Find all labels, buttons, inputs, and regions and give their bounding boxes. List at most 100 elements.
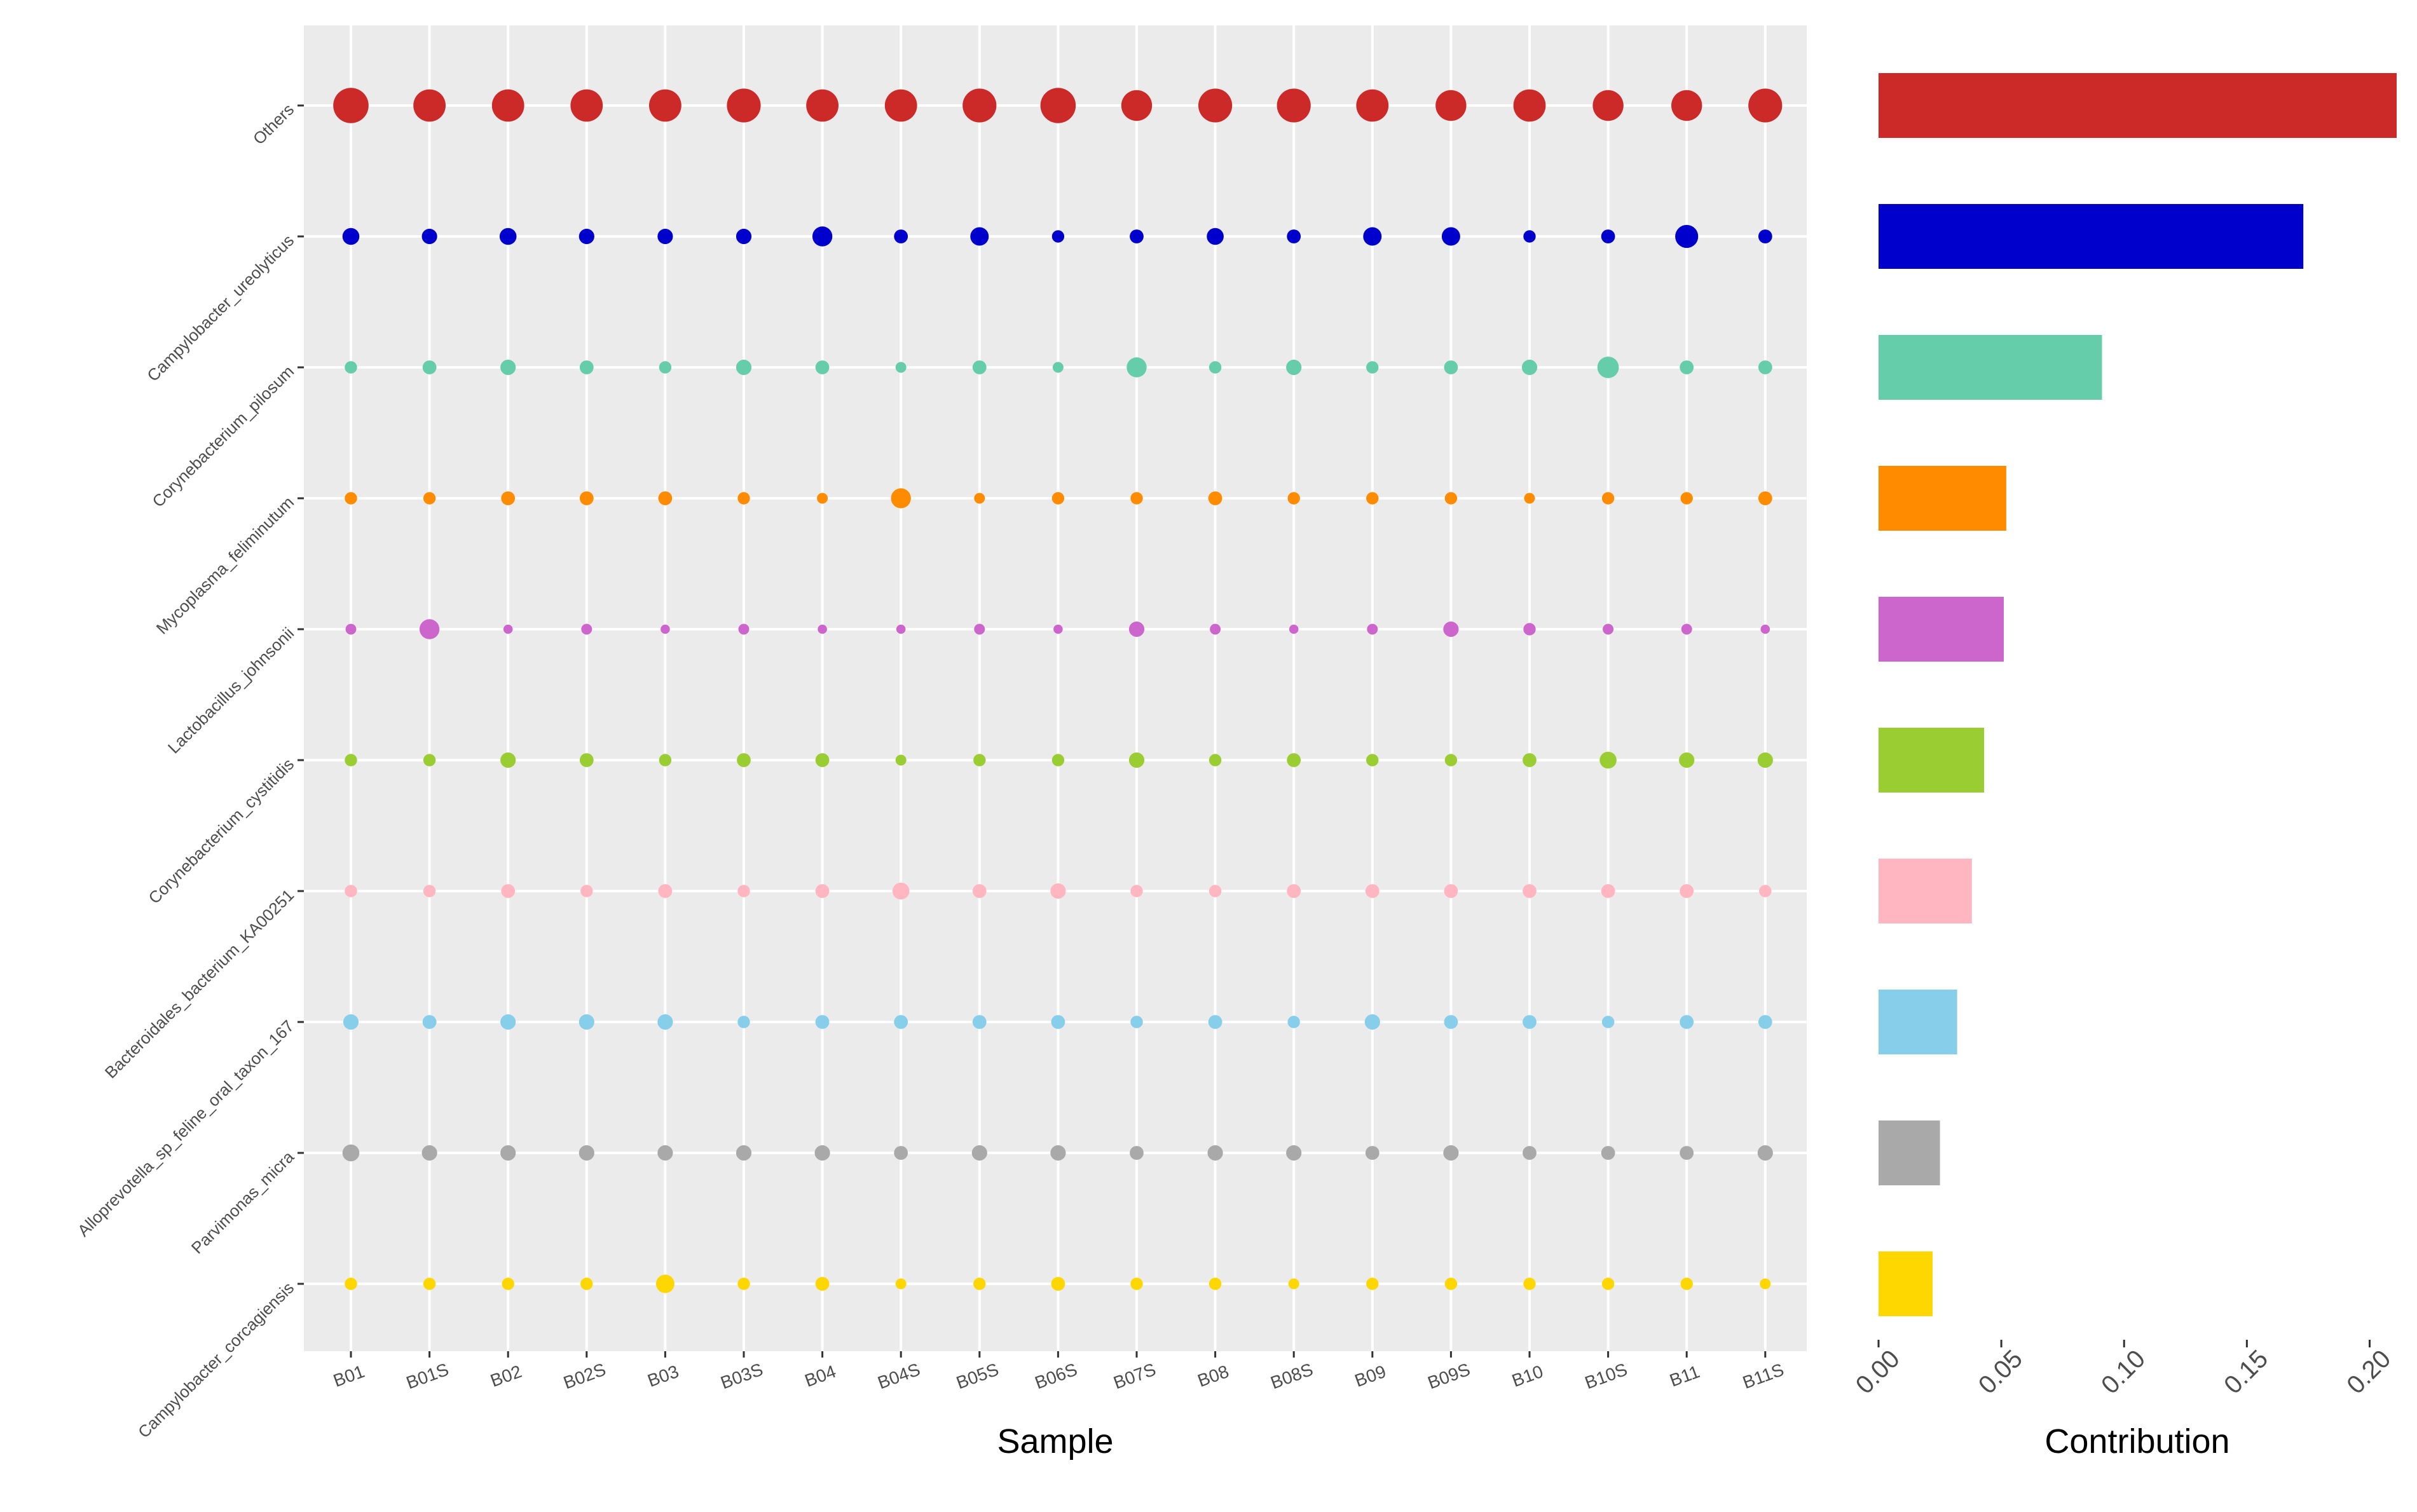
data-point bbox=[1523, 884, 1537, 898]
x-tick-label: B11 bbox=[1667, 1361, 1702, 1390]
data-point bbox=[345, 1277, 357, 1290]
bar-x-tick-label: 0.05 bbox=[1973, 1345, 2028, 1400]
data-point bbox=[1208, 491, 1222, 505]
data-point bbox=[501, 491, 516, 505]
data-point bbox=[345, 361, 357, 374]
bar bbox=[1879, 1251, 1933, 1316]
data-point bbox=[333, 88, 369, 123]
dot-plot-panel: OthersCampylobacter_ureolyticusCorynebac… bbox=[74, 25, 1807, 1441]
data-point bbox=[580, 1277, 593, 1290]
data-point bbox=[1444, 754, 1458, 766]
data-point bbox=[1521, 359, 1538, 376]
data-point bbox=[423, 885, 436, 897]
data-point bbox=[1286, 359, 1302, 376]
data-point bbox=[1523, 1277, 1536, 1290]
data-point bbox=[500, 752, 516, 768]
data-point bbox=[1680, 360, 1694, 374]
data-point bbox=[1289, 624, 1299, 634]
bar bbox=[1879, 1120, 1940, 1185]
data-point bbox=[1366, 1277, 1379, 1290]
x-tick-label: B04S bbox=[875, 1359, 922, 1393]
x-tick-label: B10S bbox=[1582, 1359, 1630, 1393]
dot-plot-x-axis-title: Sample bbox=[997, 1422, 1113, 1461]
data-point bbox=[579, 753, 594, 767]
data-point bbox=[1050, 883, 1066, 899]
data-point bbox=[817, 493, 828, 504]
data-point bbox=[1758, 491, 1772, 505]
data-point bbox=[1757, 752, 1773, 768]
data-point bbox=[1523, 230, 1536, 243]
data-point bbox=[423, 492, 436, 505]
data-point bbox=[814, 1145, 830, 1161]
data-point bbox=[1444, 492, 1458, 505]
data-point bbox=[659, 361, 672, 374]
data-point bbox=[884, 89, 917, 122]
data-point bbox=[1758, 360, 1772, 374]
x-tick-label: B02 bbox=[488, 1361, 524, 1391]
x-tick-label: B07S bbox=[1111, 1359, 1158, 1393]
x-tick-label: B01S bbox=[404, 1359, 451, 1393]
data-point bbox=[815, 360, 830, 374]
data-point bbox=[422, 1015, 437, 1029]
data-point bbox=[1051, 754, 1065, 766]
bar-x-ticks: 0.00 0.05 0.10 0.15 0.20 bbox=[1851, 1340, 2396, 1400]
data-point bbox=[1364, 1014, 1380, 1030]
data-point bbox=[1523, 753, 1537, 767]
data-point bbox=[1680, 1146, 1694, 1160]
data-point bbox=[1050, 1145, 1066, 1161]
data-point bbox=[345, 623, 357, 635]
data-point bbox=[972, 1015, 987, 1029]
data-point bbox=[896, 624, 906, 634]
data-point bbox=[1130, 492, 1143, 505]
data-point bbox=[580, 885, 593, 897]
data-point bbox=[894, 229, 908, 243]
data-point bbox=[499, 228, 517, 245]
data-point bbox=[345, 885, 357, 897]
bar bbox=[1879, 335, 2102, 400]
data-point bbox=[1288, 1278, 1299, 1290]
dot-plot-background bbox=[304, 25, 1807, 1351]
data-point bbox=[657, 228, 673, 245]
data-point bbox=[657, 1014, 673, 1030]
data-point bbox=[1128, 752, 1145, 768]
data-point bbox=[815, 1015, 830, 1029]
bar bbox=[1879, 597, 2004, 662]
data-point bbox=[1208, 754, 1222, 766]
data-point bbox=[649, 89, 681, 122]
data-point bbox=[1444, 1015, 1458, 1029]
data-point bbox=[1524, 493, 1535, 504]
data-point bbox=[657, 1145, 673, 1161]
data-point bbox=[818, 624, 827, 634]
data-point bbox=[1287, 884, 1301, 898]
x-tick-label: B03S bbox=[718, 1359, 765, 1393]
data-point bbox=[661, 624, 670, 634]
data-point bbox=[895, 1278, 907, 1290]
data-point bbox=[421, 228, 437, 245]
data-point bbox=[423, 754, 436, 766]
data-point bbox=[1198, 88, 1233, 123]
data-point bbox=[1365, 1146, 1380, 1160]
data-point bbox=[974, 493, 985, 504]
data-point bbox=[737, 1016, 750, 1028]
x-tick-label: B01 bbox=[331, 1361, 367, 1391]
dot-plot-x-ticks: B01 B01S B02 B02S B03 B03S B04 B04S B05S B06S B07S… bbox=[331, 1351, 1786, 1393]
data-point bbox=[972, 360, 987, 374]
x-tick-label: B11S bbox=[1740, 1359, 1786, 1393]
data-point bbox=[1051, 492, 1065, 505]
data-point bbox=[579, 491, 594, 505]
data-point bbox=[1758, 1015, 1772, 1029]
data-point bbox=[1051, 1277, 1065, 1291]
data-point bbox=[1681, 623, 1692, 635]
data-point bbox=[1679, 752, 1695, 768]
data-point bbox=[1207, 1145, 1223, 1161]
data-point bbox=[579, 1014, 594, 1030]
data-point bbox=[737, 492, 750, 505]
data-point bbox=[1444, 1277, 1458, 1290]
data-point bbox=[1601, 884, 1615, 898]
data-point bbox=[1523, 623, 1536, 636]
data-point bbox=[1287, 1016, 1300, 1028]
y-tick-label: Corynebacterium_pilosum bbox=[148, 362, 298, 511]
data-point bbox=[345, 492, 357, 505]
data-point bbox=[423, 1277, 436, 1290]
y-tick-label: Lactobacillus_johnsonii bbox=[164, 623, 298, 757]
